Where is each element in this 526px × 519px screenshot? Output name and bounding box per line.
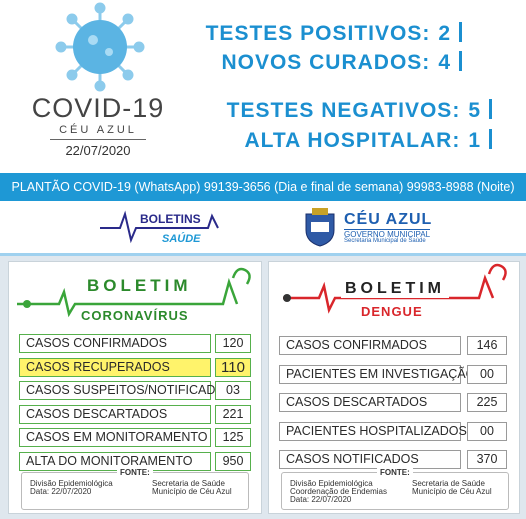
row-label: CASOS CONFIRMADOS <box>279 336 461 355</box>
panel-subtitle: CORONAVÍRUS <box>81 308 189 323</box>
ekg-line <box>283 263 507 314</box>
stat-line: TESTES NEGATIVOS: 5 <box>227 99 492 123</box>
row-value: 00 <box>467 364 507 384</box>
logo-city: CÉU AZUL <box>344 211 433 228</box>
data-row: CASOS DESCARTADOS 225 <box>279 393 511 412</box>
source-right: Secretaria de Saúde <box>152 479 225 488</box>
stat-line: ALTA HOSPITALAR: 1 <box>244 129 492 153</box>
bottom-area: BOLETIM CORONAVÍRUS CASOS CONFIRMADOS 120… <box>0 253 526 519</box>
logo-government: GOVERNO MUNICIPAL <box>344 229 431 239</box>
source-left: Data: 22/07/2020 <box>290 495 352 504</box>
row-value: 03 <box>215 381 251 400</box>
coat-of-arms <box>305 208 335 247</box>
stat-label: NOVOS CURADOS: <box>221 51 431 74</box>
covid-panel: BOLETIM CORONAVÍRUS CASOS CONFIRMADOS 120… <box>8 261 262 514</box>
row-value: 00 <box>467 421 507 441</box>
row-value: 370 <box>467 450 507 469</box>
source-left: Divisão Epidemiológica <box>290 479 373 488</box>
row-label: CASOS RECUPERADOS <box>19 357 211 377</box>
data-row: CASOS NOTIFICADOS 370 <box>279 450 511 469</box>
data-row: CASOS SUSPEITOS/NOTIFICADOS 03 <box>19 381 251 400</box>
panel-title: BOLETIM <box>341 280 449 298</box>
source-title: FONTE: <box>377 468 413 477</box>
row-label: CASOS NOTIFICADOS <box>279 450 461 469</box>
source-right: Município de Céu Azul <box>412 487 492 496</box>
row-label: CASOS SUSPEITOS/NOTIFICADOS <box>19 381 233 400</box>
row-label: CASOS DESCARTADOS <box>279 393 461 412</box>
row-label: CASOS CONFIRMADOS <box>19 334 211 353</box>
source-left: Data: 22/07/2020 <box>30 487 92 496</box>
separator <box>489 129 492 149</box>
row-value: 221 <box>215 404 251 424</box>
row-value: 146 <box>467 336 507 355</box>
row-value: 125 <box>215 428 251 447</box>
row-label: PACIENTES HOSPITALIZADOS <box>279 421 467 441</box>
stat-value: 4 <box>438 51 451 74</box>
stat-label: TESTES POSITIVOS: <box>205 22 431 45</box>
boletins-logo: BOLETINS SAÚDE <box>100 210 219 245</box>
data-row: PACIENTES HOSPITALIZADOS 00 <box>279 421 511 441</box>
panel-subtitle: DENGUE <box>361 304 423 319</box>
separator <box>459 51 462 71</box>
dengue-panel: BOLETIM DENGUE CASOS CONFIRMADOS 146 PACIE… <box>268 261 520 514</box>
stat-label: TESTES NEGATIVOS: <box>226 99 461 122</box>
source-box: FONTE: Divisão Epidemiológica Coordenação … <box>281 468 509 510</box>
stat-line: NOVOS CURADOS: 4 <box>221 51 462 75</box>
covid-title: COVID-19 <box>31 93 165 123</box>
row-label: CASOS EM MONITORAMENTO <box>19 428 211 447</box>
panel-title: BOLETIM <box>83 276 196 296</box>
data-row: CASOS DESCARTADOS 221 <box>19 404 251 424</box>
source-left: Divisão Epidemiológica <box>30 479 113 488</box>
separator <box>489 99 492 119</box>
stat-value: 1 <box>468 129 481 152</box>
data-row: CASOS EM MONITORAMENTO 125 <box>19 428 251 447</box>
source-box: FONTE: Divisão Epidemiológica Data: 22/07/… <box>21 468 249 510</box>
data-row: CASOS RECUPERADOS 110 <box>19 357 251 377</box>
stat-line: TESTES POSITIVOS: 2 <box>206 22 462 46</box>
data-row: CASOS CONFIRMADOS 120 <box>19 334 251 353</box>
divider <box>50 139 146 140</box>
stat-value: 2 <box>438 22 451 45</box>
data-row: ALTA DO MONITORAMENTO 950 <box>19 451 251 471</box>
stat-label: ALTA HOSPITALAR: <box>244 129 461 152</box>
banner: PLANTÃO COVID-19 (WhatsApp) 99139-3656 (… <box>0 173 526 201</box>
row-value: 950 <box>215 451 251 471</box>
virus-icon <box>55 2 145 92</box>
data-row: PACIENTES EM INVESTIGAÇÃO 00 <box>279 364 511 384</box>
row-label: CASOS DESCARTADOS <box>19 404 211 424</box>
stat-value: 5 <box>468 99 481 122</box>
row-label: ALTA DO MONITORAMENTO <box>19 451 211 471</box>
source-left: Coordenação de Endemias <box>290 487 387 496</box>
city: CÉU AZUL <box>59 124 137 136</box>
data-row: CASOS CONFIRMADOS 146 <box>279 336 511 355</box>
source-right: Município de Céu Azul <box>152 487 232 496</box>
date: 22/07/2020 <box>65 143 131 158</box>
logo-text: BOLETINS <box>140 212 201 226</box>
row-value: 225 <box>467 393 507 412</box>
source-title: FONTE: <box>117 468 153 477</box>
separator <box>459 22 462 42</box>
logo-text: SAÚDE <box>162 232 201 245</box>
ekg-line <box>17 267 251 318</box>
row-value: 120 <box>215 334 251 353</box>
source-right: Secretaria de Saúde <box>412 479 485 488</box>
row-label: PACIENTES EM INVESTIGAÇÃO <box>279 364 475 384</box>
row-value: 110 <box>215 357 251 377</box>
logo-department: Secretaria Municipal de Saúde <box>344 238 426 244</box>
